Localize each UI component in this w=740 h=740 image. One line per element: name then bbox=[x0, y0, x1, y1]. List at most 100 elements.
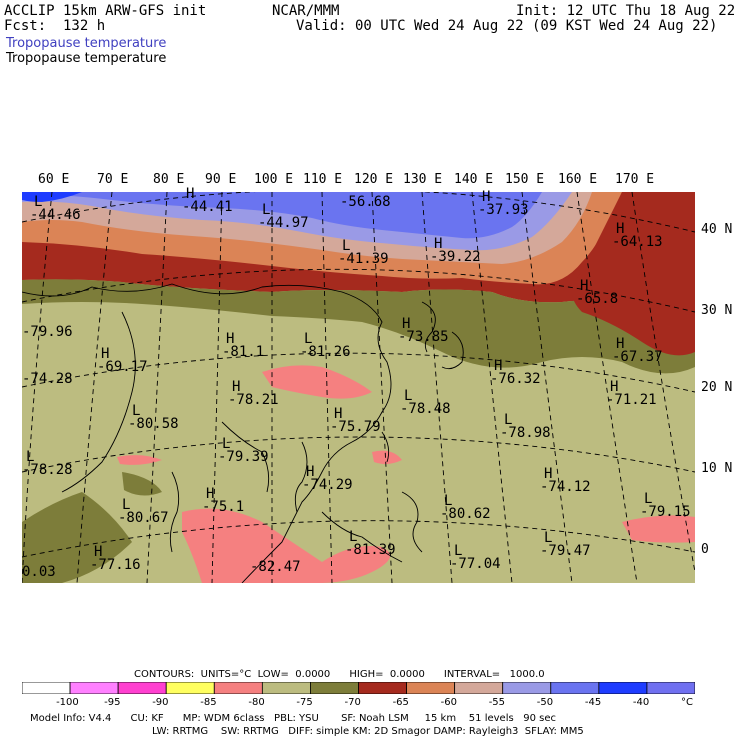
temperature-value: -75.1 bbox=[202, 499, 245, 515]
lon-label: 100 E bbox=[254, 172, 294, 187]
temperature-value: -56.68 bbox=[340, 194, 391, 210]
colorbar-swatch bbox=[454, 682, 504, 694]
init-time: Init: 12 UTC Thu 18 Aug 22 bbox=[516, 3, 736, 19]
physics-info: LW: RRTMG SW: RRTMG DIFF: simple KM: 2D … bbox=[152, 726, 584, 737]
graticule bbox=[22, 192, 695, 583]
colorbar-swatch bbox=[69, 682, 119, 694]
forecast-hour: Fcst: 132 h bbox=[4, 18, 106, 34]
extremum-mark: H bbox=[610, 379, 619, 395]
temperature-value: -77.04 bbox=[450, 556, 501, 572]
extremum-mark: H bbox=[101, 346, 110, 362]
lon-label: 110 E bbox=[303, 172, 343, 187]
center-label: NCAR/MMM bbox=[272, 3, 340, 19]
extremum-mark: H bbox=[580, 278, 589, 294]
model-info: Model Info: V4.4 CU: KF MP: WDM 6class P… bbox=[30, 713, 556, 724]
temperature-value: -74.28 bbox=[22, 371, 73, 387]
temperature-value: -64.13 bbox=[612, 234, 663, 250]
temperature-value: -75.79 bbox=[330, 419, 381, 435]
colorbar-swatch bbox=[646, 682, 695, 694]
colorbar-swatch bbox=[213, 682, 263, 694]
colorbar-label: -75 bbox=[296, 697, 313, 708]
colorbar-swatch bbox=[358, 682, 407, 694]
temperature-value: -78.28 bbox=[22, 462, 73, 478]
field-title-2: Tropopause temperature bbox=[6, 51, 167, 66]
lon-label: 60 E bbox=[38, 172, 70, 187]
temperature-value: -73.85 bbox=[398, 329, 449, 345]
colorbar-label: -70 bbox=[344, 697, 361, 708]
lon-label: 120 E bbox=[354, 172, 394, 187]
temperature-value: -81.39 bbox=[345, 542, 396, 558]
temperature-value: -79.39 bbox=[218, 449, 269, 465]
colorbar-label: -50 bbox=[536, 697, 554, 708]
lon-label: 170 E bbox=[615, 172, 655, 187]
extremum-mark: L bbox=[349, 529, 358, 545]
temperature-value: -80.62 bbox=[440, 506, 491, 522]
temperature-value: -76.32 bbox=[490, 371, 541, 387]
lon-label: 160 E bbox=[558, 172, 598, 187]
colorbar-label: -85 bbox=[200, 697, 217, 708]
colorbar-label: -40 bbox=[632, 697, 650, 708]
lon-label: 130 E bbox=[403, 172, 443, 187]
contour-info: CONTOURS: UNITS=°C LOW= 0.0000 HIGH= 0.0… bbox=[134, 669, 545, 680]
colorbar-label: °C bbox=[681, 697, 693, 708]
tropopause-temperature-map bbox=[22, 192, 695, 583]
extremum-mark: H bbox=[544, 466, 553, 482]
band-olive bbox=[22, 279, 695, 374]
colorbar-label: -100 bbox=[56, 697, 79, 708]
field-title-1: Tropopause temperature bbox=[6, 36, 167, 51]
extremum-mark: H bbox=[616, 336, 625, 352]
extremum-mark: L bbox=[34, 194, 43, 210]
colorbar-swatch bbox=[165, 682, 215, 694]
extremum-mark: H bbox=[206, 486, 215, 502]
colorbar-label: -55 bbox=[488, 697, 506, 708]
model-title: ACCLIP 15km ARW-GFS init bbox=[4, 3, 207, 19]
extremum-mark: H bbox=[434, 236, 443, 252]
temperature-value: -79.47 bbox=[540, 543, 591, 559]
lon-label: 90 E bbox=[205, 172, 237, 187]
coastlines bbox=[22, 283, 464, 583]
colorbar-swatch bbox=[502, 682, 552, 694]
extremum-mark: L bbox=[304, 331, 313, 347]
band-darkblue bbox=[22, 192, 82, 202]
band-darkred-east bbox=[572, 192, 695, 356]
extremum-mark: H bbox=[402, 316, 411, 332]
extremum-mark: H bbox=[494, 358, 503, 374]
lon-label: 140 E bbox=[454, 172, 494, 187]
temperature-value: 0.03 bbox=[22, 564, 56, 580]
colorbar-label: -95 bbox=[104, 697, 121, 708]
extremum-mark: H bbox=[232, 379, 241, 395]
colorbar-swatch bbox=[310, 682, 359, 694]
extremum-mark: H bbox=[334, 406, 343, 422]
patch-pink bbox=[262, 365, 372, 399]
extremum-mark: L bbox=[26, 449, 35, 465]
extremum-mark: L bbox=[132, 403, 141, 419]
colorbar-label: -80 bbox=[248, 697, 265, 708]
lon-label: 150 E bbox=[505, 172, 545, 187]
colorbar-label: -90 bbox=[152, 697, 169, 708]
temperature-value: -78.48 bbox=[400, 401, 451, 417]
temperature-value: -81.1 bbox=[222, 344, 265, 360]
temperature-value: -44.46 bbox=[30, 207, 81, 223]
extremum-mark: L bbox=[504, 412, 513, 428]
patch-olive bbox=[22, 492, 132, 583]
colorbar-swatch bbox=[406, 682, 456, 694]
extremum-mark: L bbox=[222, 436, 231, 452]
temperature-value: -74.29 bbox=[302, 477, 353, 493]
temperature-value: -77.16 bbox=[90, 557, 141, 573]
colorbar-label: -60 bbox=[440, 697, 457, 708]
extremum-mark: L bbox=[544, 530, 553, 546]
colorbar bbox=[22, 682, 695, 694]
temperature-value: -80.67 bbox=[118, 510, 169, 526]
colorbar-label: -65 bbox=[392, 697, 409, 708]
temperature-value: -69.17 bbox=[97, 359, 148, 375]
temperature-value: -44.41 bbox=[182, 199, 233, 215]
extremum-mark: L bbox=[444, 493, 453, 509]
temperature-value: -71.21 bbox=[606, 392, 657, 408]
extremum-mark: H bbox=[186, 186, 195, 202]
temperature-value: -44.97 bbox=[258, 215, 309, 231]
temperature-value: -81.26 bbox=[300, 344, 351, 360]
extremum-mark: H bbox=[482, 189, 491, 205]
extremum-mark: L bbox=[342, 238, 351, 254]
extremum-mark: L bbox=[122, 497, 131, 513]
temperature-value: -65.8 bbox=[576, 291, 619, 307]
